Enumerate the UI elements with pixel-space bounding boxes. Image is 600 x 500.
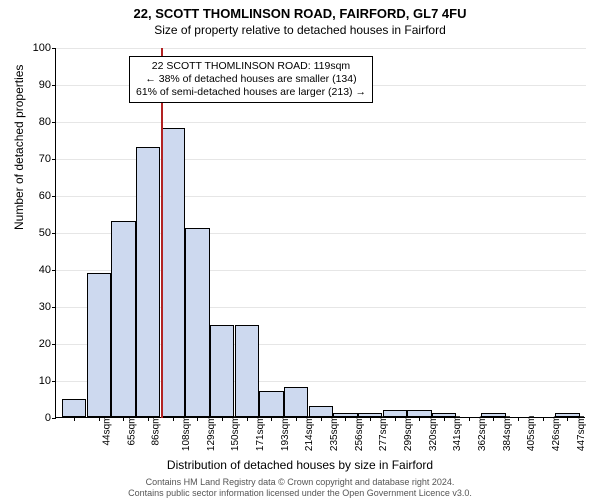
x-tick-label: 171sqm <box>255 416 266 452</box>
y-tick-mark <box>52 233 56 234</box>
chart-title: 22, SCOTT THOMLINSON ROAD, FAIRFORD, GL7… <box>0 0 600 21</box>
bar <box>309 406 333 417</box>
bar <box>383 410 407 417</box>
y-tick-mark <box>52 85 56 86</box>
bar <box>210 325 234 418</box>
y-tick-mark <box>52 344 56 345</box>
y-tick-mark <box>52 196 56 197</box>
y-tick-mark <box>52 307 56 308</box>
x-tick-mark <box>345 417 346 421</box>
annotation-line: 22 SCOTT THOMLINSON ROAD: 119sqm <box>136 60 366 73</box>
x-tick-mark <box>296 417 297 421</box>
x-tick-label: 405sqm <box>526 416 537 452</box>
bar <box>235 325 259 418</box>
x-tick-mark <box>469 417 470 421</box>
bar <box>284 387 308 417</box>
y-tick-mark <box>52 122 56 123</box>
x-tick-label: 447sqm <box>576 416 587 452</box>
x-tick-mark <box>148 417 149 421</box>
x-tick-label: 214sqm <box>304 416 315 452</box>
x-tick-label: 235sqm <box>329 416 340 452</box>
x-tick-mark <box>370 417 371 421</box>
x-tick-label: 65sqm <box>126 416 137 446</box>
x-tick-label: 320sqm <box>428 416 439 452</box>
x-tick-mark <box>74 417 75 421</box>
x-tick-label: 108sqm <box>181 416 192 452</box>
y-tick-label: 80 <box>11 116 51 128</box>
y-tick-label: 30 <box>11 301 51 313</box>
y-tick-mark <box>52 381 56 382</box>
x-tick-label: 256sqm <box>354 416 365 452</box>
y-tick-label: 60 <box>11 190 51 202</box>
x-tick-mark <box>543 417 544 421</box>
y-tick-label: 20 <box>11 338 51 350</box>
x-tick-mark <box>567 417 568 421</box>
x-axis-label: Distribution of detached houses by size … <box>0 458 600 472</box>
x-tick-mark <box>99 417 100 421</box>
x-tick-label: 277sqm <box>378 416 389 452</box>
x-tick-mark <box>247 417 248 421</box>
x-tick-mark <box>123 417 124 421</box>
y-tick-mark <box>52 159 56 160</box>
y-tick-label: 40 <box>11 264 51 276</box>
x-tick-label: 362sqm <box>477 416 488 452</box>
gridline <box>56 48 586 49</box>
y-tick-label: 100 <box>11 42 51 54</box>
bar <box>259 391 283 417</box>
y-tick-label: 90 <box>11 79 51 91</box>
bar <box>185 228 209 417</box>
footer-line: Contains HM Land Registry data © Crown c… <box>0 477 600 487</box>
chart-subtitle: Size of property relative to detached ho… <box>0 21 600 37</box>
x-tick-label: 426sqm <box>551 416 562 452</box>
x-tick-mark <box>321 417 322 421</box>
y-tick-label: 50 <box>11 227 51 239</box>
x-tick-mark <box>271 417 272 421</box>
gridline <box>56 122 586 123</box>
y-tick-label: 0 <box>11 412 51 424</box>
x-tick-label: 129sqm <box>206 416 217 452</box>
bar <box>407 410 431 417</box>
x-tick-label: 193sqm <box>280 416 291 452</box>
x-tick-mark <box>493 417 494 421</box>
annotation-box: 22 SCOTT THOMLINSON ROAD: 119sqm ← 38% o… <box>129 56 373 103</box>
x-tick-mark <box>395 417 396 421</box>
annotation-line: ← 38% of detached houses are smaller (13… <box>136 73 366 86</box>
y-tick-mark <box>52 270 56 271</box>
x-tick-mark <box>419 417 420 421</box>
property-marker-line <box>161 48 163 418</box>
plot-region: 010203040506070809010044sqm65sqm86sqm108… <box>55 48 585 418</box>
y-tick-label: 70 <box>11 153 51 165</box>
y-tick-mark <box>52 418 56 419</box>
bar <box>87 273 111 417</box>
x-tick-label: 341sqm <box>452 416 463 452</box>
x-tick-label: 44sqm <box>102 416 113 446</box>
x-tick-mark <box>222 417 223 421</box>
y-tick-label: 10 <box>11 375 51 387</box>
x-tick-label: 150sqm <box>230 416 241 452</box>
footer-attribution: Contains HM Land Registry data © Crown c… <box>0 477 600 498</box>
x-tick-label: 384sqm <box>502 416 513 452</box>
x-tick-label: 299sqm <box>403 416 414 452</box>
bar <box>62 399 86 418</box>
y-tick-mark <box>52 48 56 49</box>
x-tick-mark <box>173 417 174 421</box>
x-tick-label: 86sqm <box>151 416 162 446</box>
bar <box>136 147 160 417</box>
annotation-line: 61% of semi-detached houses are larger (… <box>136 86 366 99</box>
x-tick-mark <box>197 417 198 421</box>
bar <box>111 221 135 417</box>
x-tick-mark <box>444 417 445 421</box>
bar <box>161 128 185 417</box>
chart-area: 010203040506070809010044sqm65sqm86sqm108… <box>55 48 585 418</box>
x-tick-mark <box>518 417 519 421</box>
footer-line: Contains public sector information licen… <box>0 488 600 498</box>
